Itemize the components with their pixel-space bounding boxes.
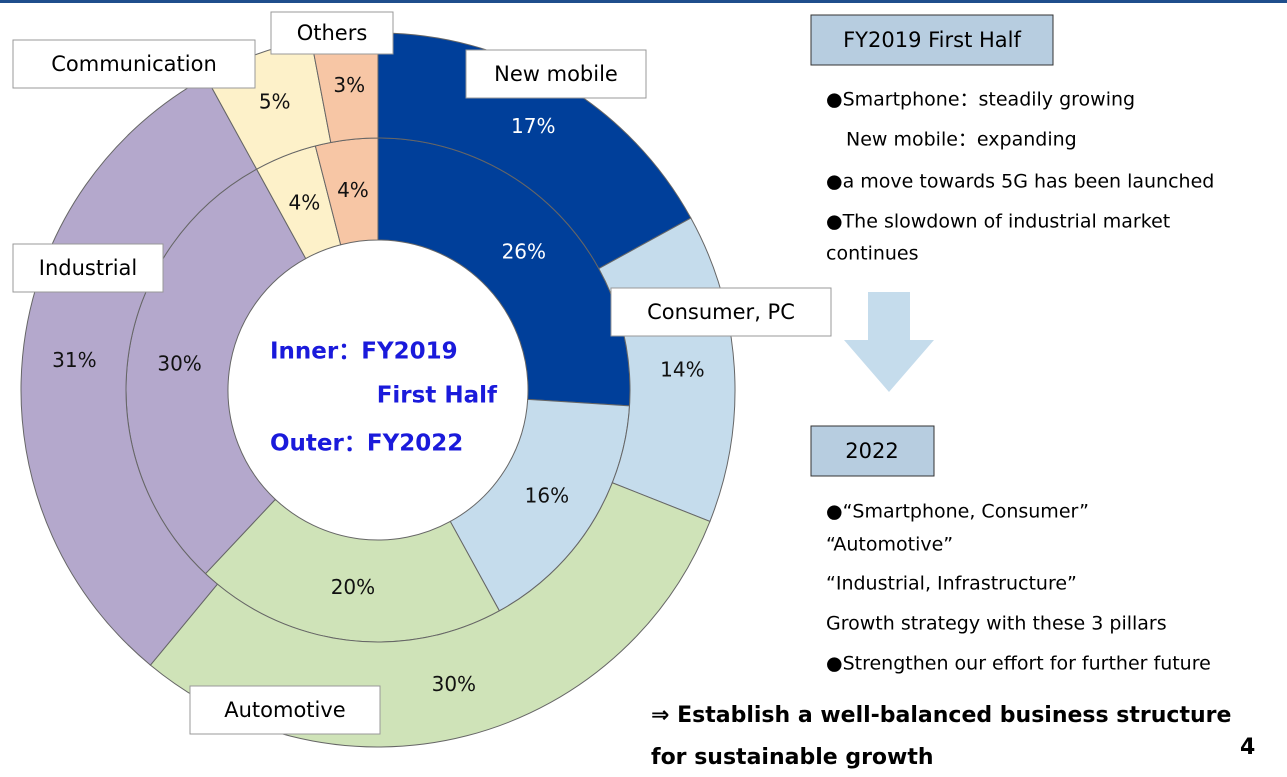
value-label: 5% — [259, 90, 291, 114]
notes: FY2019 First Half ●Smartphone：steadily g… — [651, 14, 1255, 770]
section-box — [810, 14, 1054, 66]
conclusion: ⇒ Establish a well-balanced business str… — [651, 703, 1231, 728]
value-label: 17% — [511, 114, 555, 138]
category-box — [270, 11, 394, 55]
note-line: continues — [826, 243, 919, 265]
value-label: 4% — [289, 191, 321, 215]
value-label: 3% — [333, 73, 365, 97]
category-label: Others — [297, 21, 368, 45]
donut-segment — [20, 76, 258, 666]
category-label: Industrial — [39, 256, 138, 280]
page-number: 4 — [1240, 735, 1255, 760]
category-box — [12, 39, 256, 89]
note-line: ●“Smartphone, Consumer” — [826, 501, 1089, 523]
value-label: 16% — [525, 484, 569, 508]
category-label: New mobile — [494, 62, 618, 86]
center-text: Inner：FY2019 — [270, 339, 458, 365]
donut-segment — [149, 482, 711, 748]
value-label: 26% — [502, 240, 546, 264]
arrow — [844, 292, 934, 392]
note-line: “Industrial, Infrastructure” — [826, 573, 1077, 595]
section-box — [810, 425, 935, 477]
top-rule — [0, 0, 1287, 3]
note-line: ●The slowdown of industrial market — [826, 211, 1170, 233]
value-label: 30% — [432, 672, 476, 696]
section-title: FY2019 First Half — [843, 28, 1021, 52]
value-label: 30% — [157, 351, 201, 375]
category-box — [465, 49, 647, 99]
note-line: New mobile：expanding — [846, 129, 1077, 151]
category-label: Automotive — [224, 698, 345, 722]
category-box — [189, 685, 381, 735]
category-label: Consumer, PC — [647, 300, 795, 324]
conclusion: for sustainable growth — [651, 745, 934, 770]
category-box — [12, 243, 164, 293]
note-line: Growth strategy with these 3 pillars — [826, 613, 1167, 635]
value-label: 14% — [660, 357, 704, 381]
note-line: ●Smartphone：steadily growing — [826, 89, 1135, 111]
section-title: 2022 — [845, 439, 898, 463]
note-line: “Automotive” — [826, 534, 953, 556]
center-text: First Half — [377, 383, 498, 409]
category-box — [610, 287, 832, 337]
center-text: Outer：FY2022 — [270, 431, 463, 457]
value-label: 4% — [337, 178, 369, 202]
value-label: 20% — [331, 575, 375, 599]
value-label: 31% — [52, 348, 96, 372]
donut-chart: 26% 16% 20% 30% 4% 4% 17% 14% 30% 31% 5% 3% Inner：FY… — [12, 11, 832, 748]
category-label: Communication — [51, 52, 217, 76]
note-line: ●a move towards 5G has been launched — [826, 171, 1214, 193]
note-line: ●Strengthen our effort for further futur… — [826, 653, 1211, 675]
